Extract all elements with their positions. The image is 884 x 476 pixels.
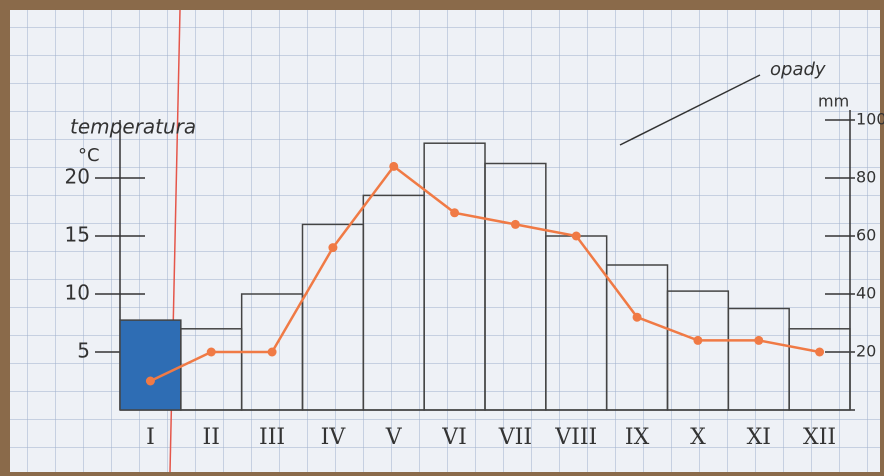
x-tick-label: IX [625, 425, 650, 450]
point [510, 219, 520, 229]
point [206, 347, 216, 357]
y-unit: °C [78, 145, 100, 166]
y2-tick-label: 40 [856, 284, 876, 303]
y-label: temperatura [70, 115, 196, 139]
x-tick-label: III [259, 425, 285, 450]
x-tick-label: XII [803, 425, 836, 450]
x-tick-label: VII [498, 425, 532, 450]
y2-unit: mm [818, 92, 849, 111]
x-tick-label: IV [321, 425, 347, 450]
y2-tick-label: 60 [856, 226, 876, 245]
bar [788, 328, 851, 411]
x-tick-label: VI [441, 425, 467, 450]
point [328, 243, 338, 253]
bar [119, 319, 182, 411]
x-tick-label: V [385, 425, 403, 450]
point [450, 208, 460, 218]
point [815, 347, 825, 357]
point [267, 347, 277, 357]
point [571, 231, 581, 241]
y2-tick-label: 80 [856, 168, 876, 187]
y-tick-label: 5 [77, 339, 90, 363]
point [754, 335, 764, 345]
y2-label: opady [770, 59, 826, 80]
point [632, 312, 642, 322]
point [693, 335, 703, 345]
line [149, 164, 820, 383]
y-tick-label: 15 [65, 223, 90, 247]
y2-tick-label: 20 [856, 342, 876, 361]
point [145, 376, 155, 386]
x-tick-label: II [203, 425, 220, 450]
y-tick-label: 20 [65, 165, 90, 189]
x-tick-label: I [146, 425, 155, 450]
point [389, 161, 399, 171]
x-tick-label: XI [747, 425, 771, 450]
x-tick-label: VIII [554, 425, 597, 450]
y-tick-label: 10 [65, 281, 90, 305]
arrow [619, 74, 761, 146]
x-tick-label: X [690, 425, 706, 450]
y2-tick-label: 100 [856, 110, 884, 129]
